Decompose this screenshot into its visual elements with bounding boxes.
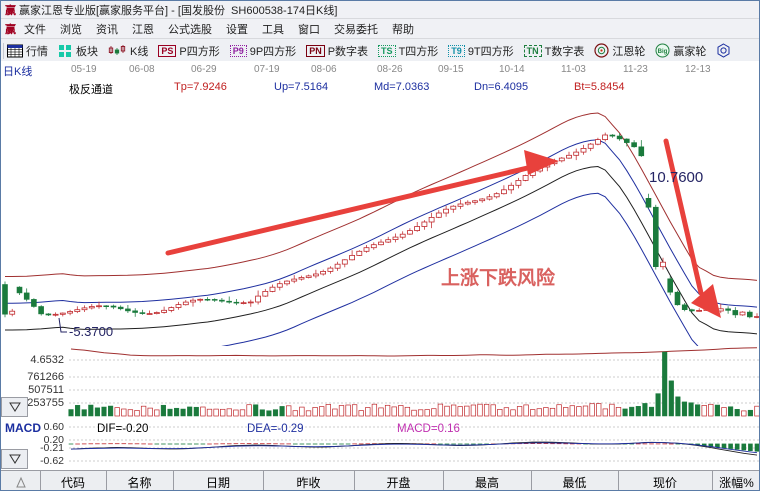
svg-text:上涨下跌风险: 上涨下跌风险 (441, 266, 556, 289)
svg-text:761266: 761266 (27, 371, 64, 383)
svg-text:4.6532: 4.6532 (30, 354, 64, 366)
svg-text:-0.21: -0.21 (40, 442, 64, 454)
svg-text:-0.62: -0.62 (40, 455, 64, 467)
svg-text:10.7600: 10.7600 (649, 169, 703, 186)
svg-text:DEA=-0.29: DEA=-0.29 (247, 423, 304, 435)
svg-text:MACD: MACD (5, 421, 41, 435)
svg-text:-5.3700: -5.3700 (69, 324, 113, 339)
svg-text:253755: 253755 (27, 397, 64, 409)
svg-text:MACD=0.16: MACD=0.16 (397, 423, 460, 435)
svg-text:507511: 507511 (28, 384, 64, 396)
svg-text:0.60: 0.60 (44, 421, 65, 433)
svg-text:Big: Big (658, 49, 668, 55)
svg-text:DIF=-0.20: DIF=-0.20 (97, 423, 148, 435)
